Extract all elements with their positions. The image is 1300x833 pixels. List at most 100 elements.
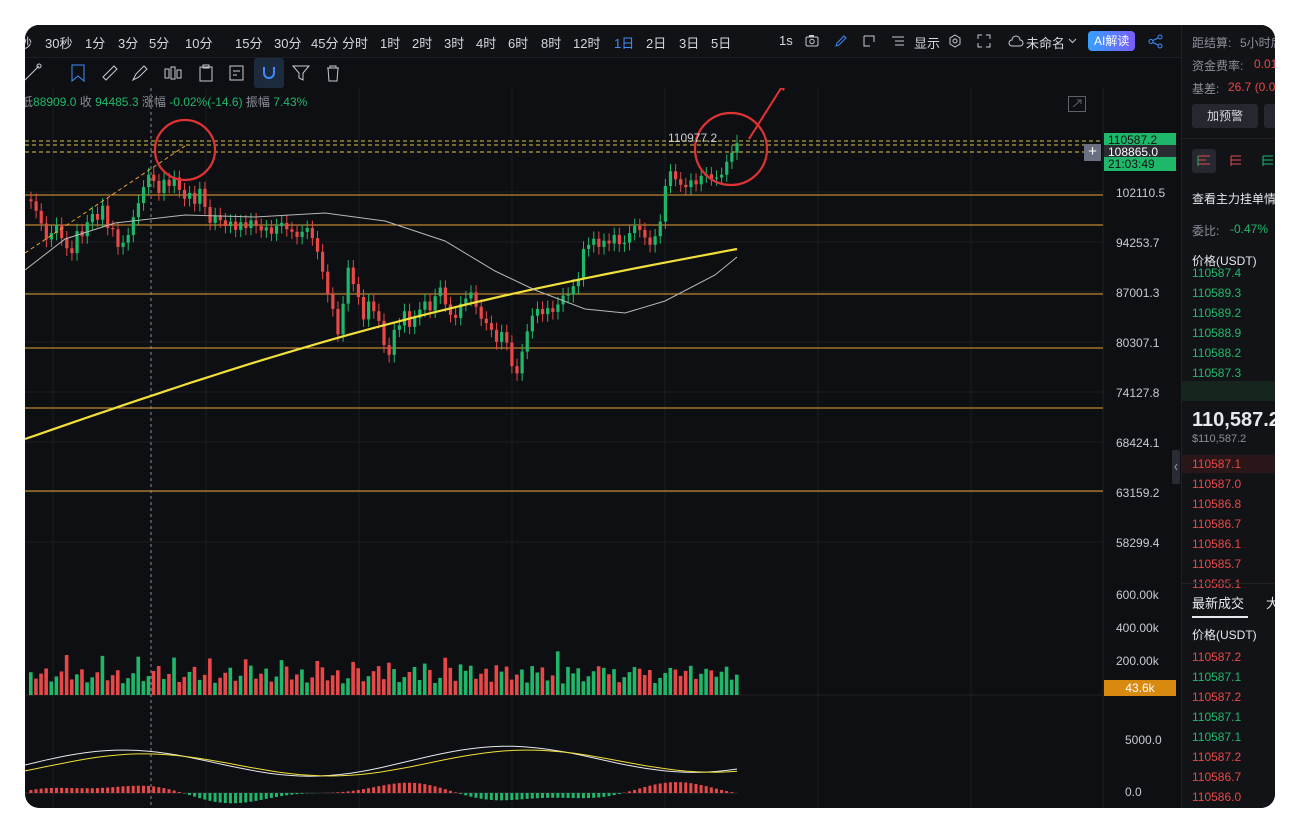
macd-histogram [351,790,355,793]
timeframe-7[interactable]: 30分 [274,36,302,51]
expand-icon[interactable] [1068,96,1086,112]
bid-row[interactable]: 110586.8 [1192,497,1242,511]
ratio-value: -0.47% [1230,222,1269,236]
timeframe-9[interactable]: 分时 [342,36,369,51]
camera-icon[interactable] [805,34,819,47]
timeframe-6[interactable]: 15分 [235,36,263,51]
macd-histogram [336,792,340,793]
volume-bar [361,681,366,695]
volume-bar [694,678,698,695]
candle-body [274,226,279,234]
ask-row[interactable]: 110587.4 [1192,266,1242,280]
book-mode-asks-icon[interactable] [1228,153,1244,169]
candle-body [679,179,683,185]
timeframe-3[interactable]: 3分 [118,36,139,51]
trades-tab[interactable]: 最新成交 [1192,596,1245,611]
add-level-button[interactable]: + [1084,144,1101,161]
book-mode-bids-icon[interactable] [1260,153,1275,169]
volume-bar [284,666,289,695]
ask-row[interactable]: 110589.2 [1192,306,1242,320]
candle-body [735,143,739,153]
volume-bar [397,682,401,695]
volume-bar [566,666,570,695]
magnet-tool-active[interactable] [254,58,284,88]
ruler-icon[interactable] [99,62,121,84]
volume-bar [688,665,693,695]
macd-histogram [520,793,524,800]
timeframe-17[interactable]: 1日 [614,36,635,51]
timeframe-2[interactable]: 1分 [85,36,106,51]
candle-body [469,292,473,299]
secondary-button[interactable] [1264,104,1275,128]
volume-bar [371,671,376,695]
timeframe-18[interactable]: 2日 [646,36,667,51]
ask-row[interactable]: 110588.9 [1192,326,1242,340]
filter-icon[interactable] [290,62,312,84]
price-chart[interactable] [25,25,1181,808]
candle-body [556,304,560,312]
timeframe-20[interactable]: 5日 [711,36,732,51]
timeframe-19[interactable]: 3日 [679,36,700,51]
timeframe-15[interactable]: 8时 [541,36,562,51]
macd-histogram [454,792,458,793]
panel-collapse-handle[interactable] [1172,450,1180,484]
book-price-header: 价格(USDT) [1192,254,1257,268]
macd-histogram [694,783,698,793]
macd-histogram [65,787,69,793]
cloud-icon[interactable] [1008,35,1024,47]
ask-row[interactable]: 110588.2 [1192,346,1242,360]
bid-row[interactable]: 110585.7 [1192,557,1242,571]
timeframe-8[interactable]: 45分 [311,36,339,51]
pencil-icon[interactable] [834,34,848,48]
timeframe-10[interactable]: 1时 [380,36,401,51]
chevron-down-icon[interactable] [1068,38,1077,44]
ai-analysis-button[interactable]: AI解读 [1088,31,1136,51]
macd-histogram [423,784,427,793]
ask-row[interactable]: 110587.3 [1192,366,1242,380]
brush-icon[interactable] [129,62,151,84]
bid-row[interactable]: 110585.1 [1192,577,1242,591]
price-axis[interactable]: 102110.5 94253.7 87001.3 80307.1 74127.8 6842… [1105,125,1181,808]
ask-row[interactable]: 110589.3 [1192,286,1242,300]
refresh-interval[interactable]: 1s [779,33,793,48]
macd-histogram [70,788,74,793]
edit-note-icon[interactable] [226,62,248,84]
timeframe-0[interactable]: 秒 [25,36,33,51]
timeframe-11[interactable]: 2时 [412,36,433,51]
timeframe-12[interactable]: 3时 [444,36,465,51]
bid-row[interactable]: 110587.0 [1192,477,1242,491]
candles-icon[interactable] [162,62,184,84]
display-menu[interactable]: 显示 [914,36,941,51]
add-alert-button[interactable]: 加预警 [1192,104,1258,128]
book-mode-both[interactable] [1192,149,1216,173]
bid-row[interactable]: 110586.1 [1192,537,1242,551]
timeframe-1[interactable]: 30秒 [45,36,73,51]
depth-title[interactable]: 查看主力挂单情 [1192,192,1275,206]
bookmark-icon[interactable] [67,62,89,84]
candle-body [643,229,647,238]
volume-bar [412,666,417,695]
layout-name[interactable]: 未命名 [1026,36,1066,51]
candle-body [367,301,371,320]
snapshot-icon[interactable] [862,34,876,48]
gear-icon[interactable] [948,34,962,48]
macd-histogram [239,793,243,803]
timeframe-13[interactable]: 4时 [476,36,497,51]
timeframe-4[interactable]: 5分 [149,36,170,51]
large-trades-tab[interactable]: 大 [1266,596,1275,611]
macd-histogram [264,793,268,799]
list-icon[interactable] [891,35,905,47]
timeframe-14[interactable]: 6时 [508,36,529,51]
trend-line-icon[interactable] [25,62,43,84]
clipboard-icon[interactable] [195,62,217,84]
bid-row[interactable]: 110586.7 [1192,517,1242,531]
candle-body [95,213,100,220]
volume-bar [561,683,565,695]
candle-body [336,308,340,335]
timeframe-5[interactable]: 10分 [185,36,213,51]
timeframe-16[interactable]: 12时 [573,36,601,51]
fullscreen-icon[interactable] [977,34,991,48]
trash-icon[interactable] [322,62,344,84]
bid-row[interactable]: 110587.1 [1192,457,1242,471]
share-icon[interactable] [1148,34,1163,49]
